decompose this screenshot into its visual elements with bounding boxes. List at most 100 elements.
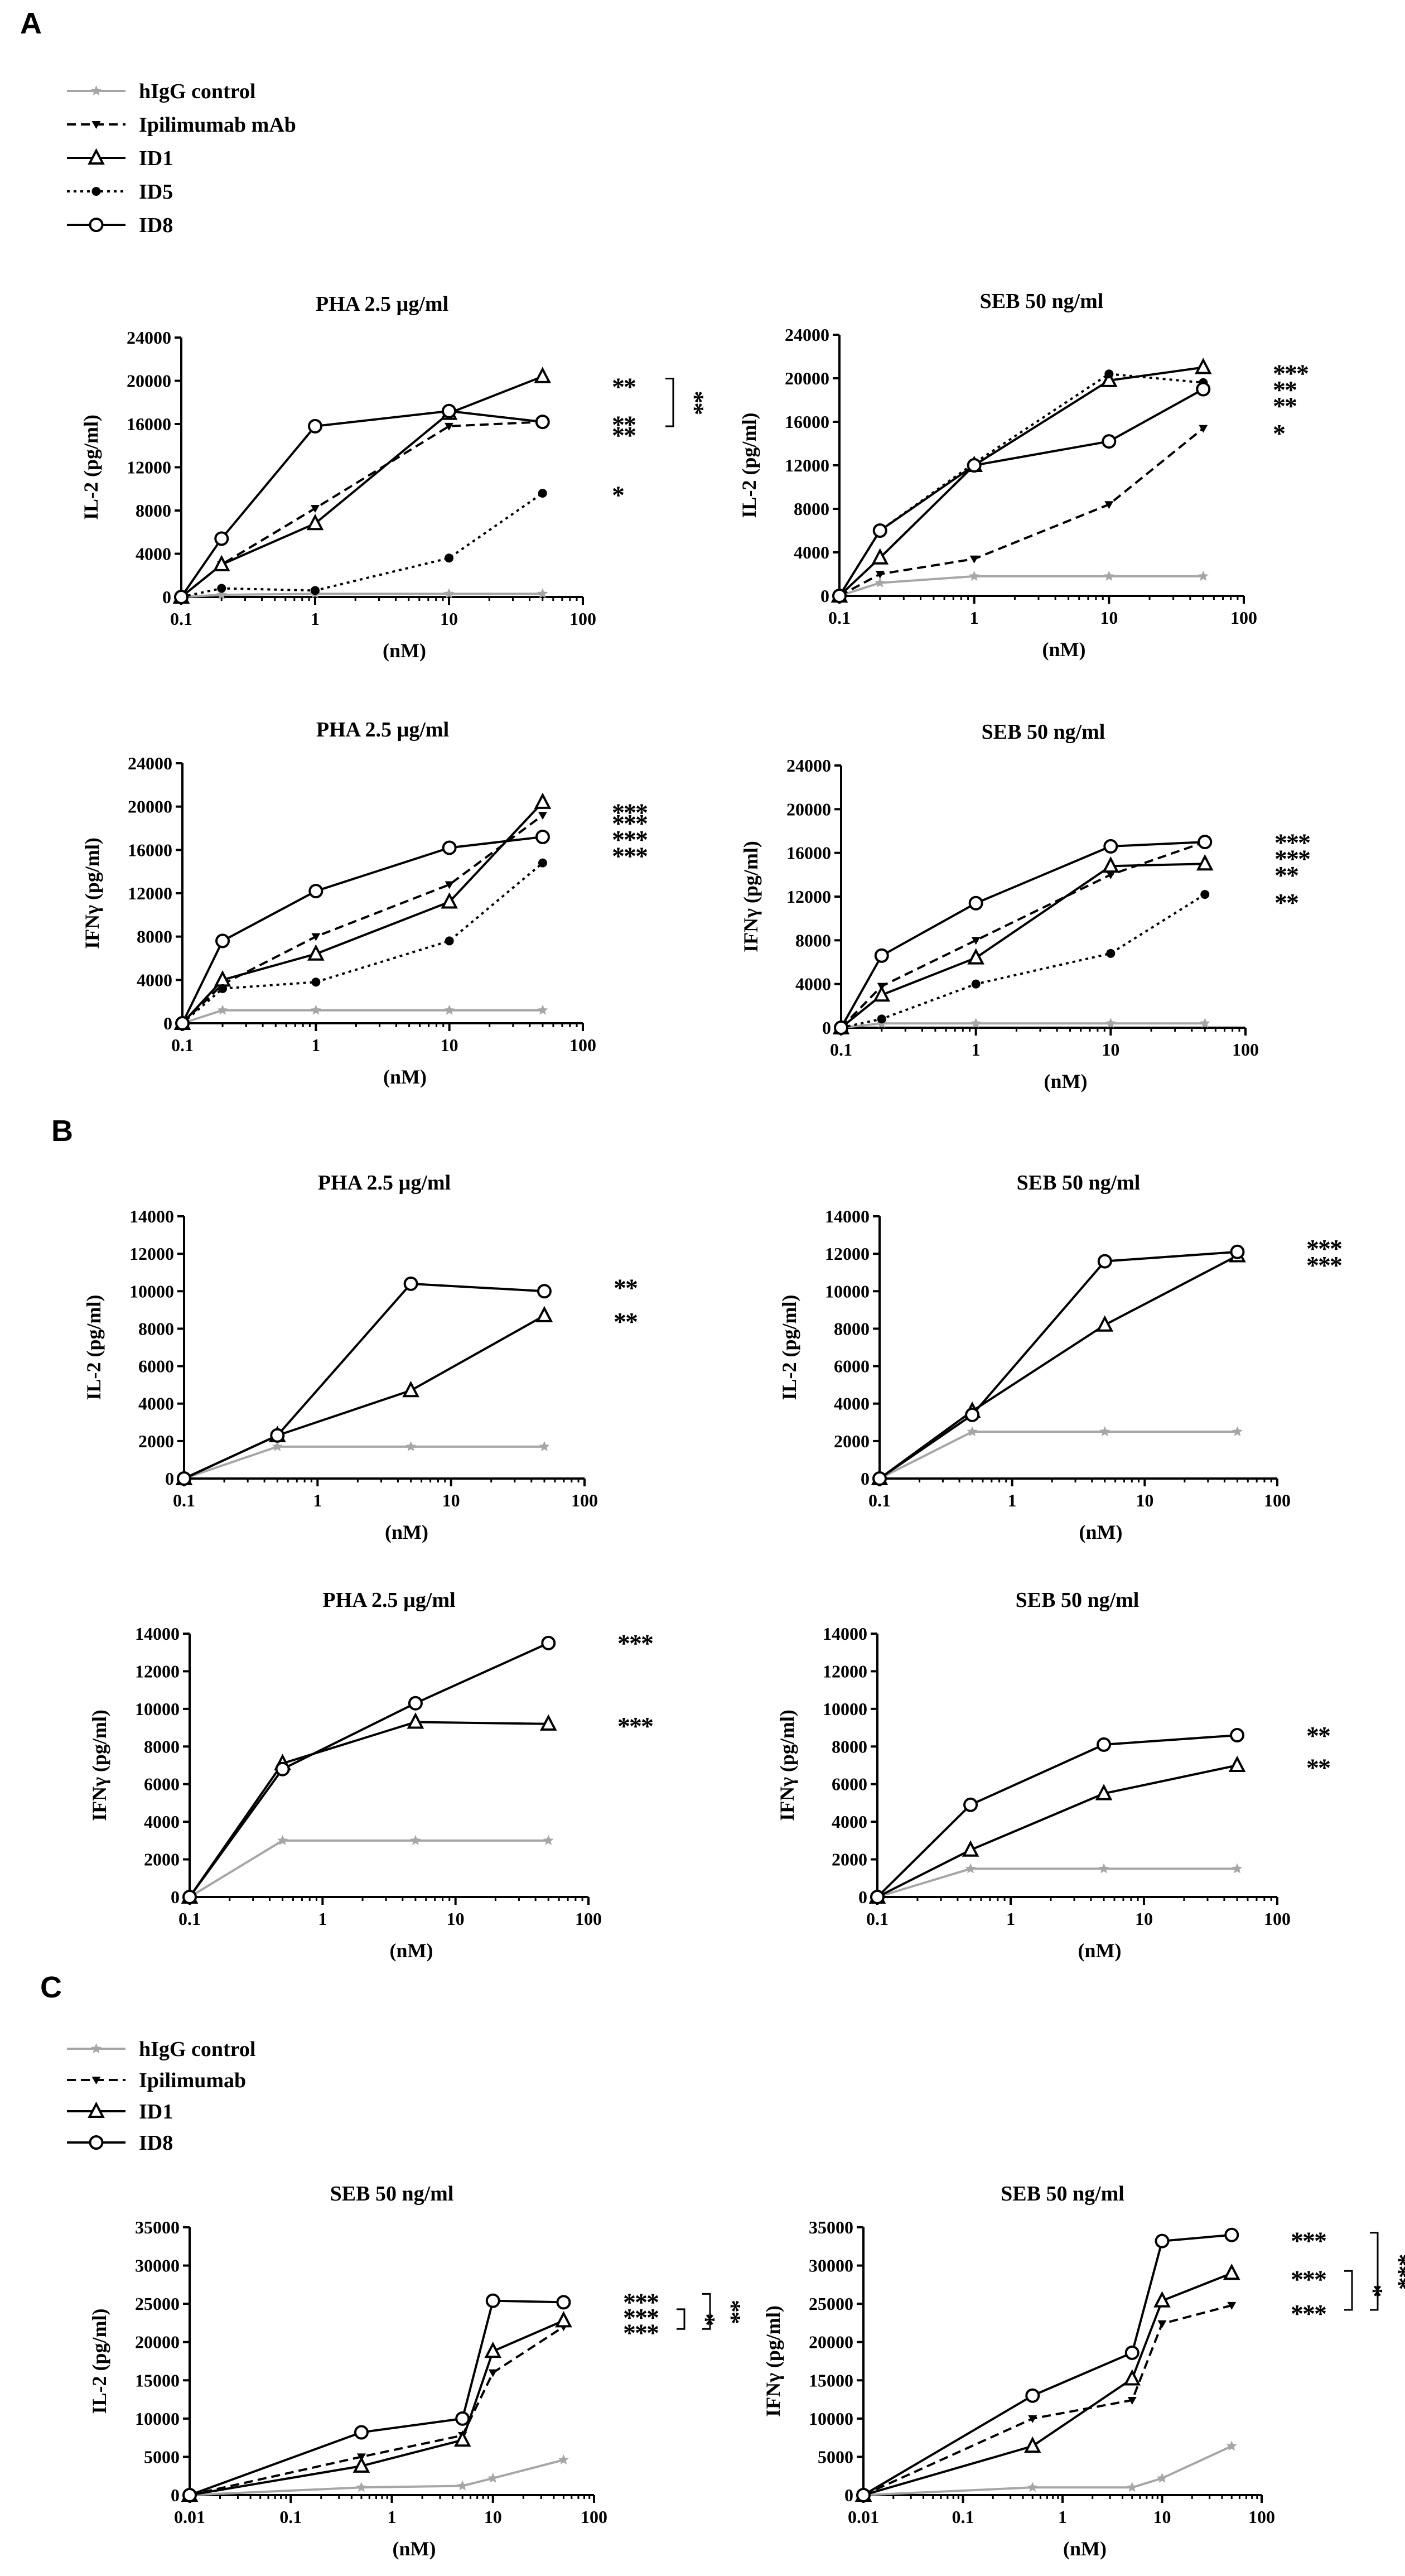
y-tick-label: 30000 (135, 2256, 180, 2276)
y-tick-label: 8000 (794, 499, 829, 519)
y-tick-label: 12000 (127, 458, 171, 478)
x-tick-label: 10 (1153, 2507, 1171, 2527)
legend-panel-c: hIgG control Ipilimumab ID1 ID8 (67, 2038, 255, 2155)
series-line (181, 862, 544, 1024)
chart-b3: PHA 2.5 µg/ml 0 2000 4000 6000 8000 10000 12000… (88, 1588, 654, 1962)
significance-marker: * (692, 2313, 721, 2325)
y-tick-label: 12000 (135, 1661, 180, 1681)
legend-label: Ipilimumab mAb (139, 113, 296, 137)
series-id8 (182, 2293, 571, 2502)
y-tick-label: 8000 (144, 1736, 180, 1756)
significance-marker: *** (1274, 845, 1310, 873)
x-axis-label: (nM) (385, 1521, 428, 1543)
data-point-circle-icon (403, 1276, 418, 1291)
significance-marker: ** (1273, 392, 1297, 420)
data-point-star-icon (1226, 2440, 1237, 2451)
data-point-circle-icon (442, 840, 457, 855)
data-point-tri-down-icon (1227, 2301, 1237, 2310)
series-id1 (871, 1246, 1246, 1485)
y-tick-label: 12000 (128, 883, 172, 903)
y-tick-label: 14000 (825, 1206, 870, 1226)
y-tick-label: 24000 (786, 755, 831, 776)
significance-marker: *** (612, 798, 648, 827)
data-point-star-icon (1103, 570, 1114, 581)
data-point-circle-icon (214, 531, 229, 546)
legend-marker-tri-down-icon (91, 2077, 101, 2084)
series-line (840, 841, 1205, 1029)
data-point-circle-icon (963, 1797, 978, 1812)
significance-bracket (702, 2293, 711, 2330)
y-tick-label: 14000 (823, 1624, 867, 1644)
series-id1 (173, 792, 552, 1030)
legend-label: ID1 (139, 2100, 173, 2124)
significance-bracket (1344, 2270, 1353, 2311)
y-tick-label: 8000 (137, 927, 172, 947)
significance-bracket (665, 378, 674, 427)
data-point-triangle-icon (1223, 2263, 1240, 2280)
y-tick-label: 8000 (136, 500, 171, 521)
y-tick-label: 8000 (138, 1318, 174, 1338)
x-tick-label: 10 (441, 1035, 458, 1055)
panel-label-b: B (51, 1114, 73, 1148)
data-point-tri-down-icon (1028, 2415, 1037, 2423)
data-point-circle-icon (965, 1407, 980, 1422)
data-point-circle-icon (872, 523, 887, 538)
data-point-circle-icon (408, 1696, 423, 1711)
series-higg-control (872, 1863, 1243, 1902)
data-point-circle-icon (874, 948, 889, 963)
legend-item-id1: ID1 (67, 2100, 173, 2124)
data-point-star-icon (537, 1004, 548, 1015)
y-axis-label: IFNγ (pg/ml) (740, 841, 762, 952)
data-point-circle-icon (1230, 1728, 1245, 1743)
data-point-tri-down-icon (1199, 425, 1208, 433)
chart-title: SEB 50 ng/ml (982, 720, 1105, 744)
significance-marker: *** (623, 2318, 659, 2347)
x-tick-label: 100 (1232, 1039, 1259, 1060)
data-point-star-icon (443, 588, 455, 599)
x-axis-label: (nM) (383, 639, 426, 662)
data-point-star-icon (1198, 570, 1209, 581)
x-tick-label: 0.1 (868, 1490, 891, 1510)
series-id8 (856, 2227, 1239, 2502)
data-point-circle-icon (308, 884, 324, 899)
x-tick-label: 10 (1100, 608, 1118, 628)
series-id5 (835, 369, 1208, 600)
chart-title: SEB 50 ng/ml (1016, 1588, 1140, 1612)
legend-marker-star-icon (91, 85, 102, 96)
chart-title: PHA 2.5 µg/ml (316, 718, 449, 741)
y-tick-label: 0 (858, 1887, 867, 1907)
x-tick-label: 100 (1264, 1909, 1291, 1929)
data-point-tri-down-icon (1157, 2320, 1167, 2328)
y-tick-label: 6000 (834, 1356, 870, 1376)
data-point-tri-down-icon (875, 571, 885, 579)
significance-bracket (677, 2308, 685, 2330)
data-point-circle-icon (270, 1428, 285, 1443)
data-point-triangle-icon (534, 792, 552, 809)
series-line (189, 2325, 564, 2496)
data-point-circle-icon (856, 2488, 871, 2502)
legend-label: ID8 (139, 214, 173, 237)
series-line (184, 1445, 544, 1480)
y-axis-label: IL-2 (pg/ml) (738, 413, 760, 518)
y-tick-label: 20000 (135, 2332, 180, 2352)
y-tick-label: 0 (162, 587, 171, 607)
data-point-tri-down-icon (311, 933, 321, 941)
y-tick-label: 14000 (129, 1206, 174, 1226)
y-tick-label: 12000 (823, 1661, 867, 1681)
chart-title: SEB 50 ng/ml (980, 290, 1104, 313)
legend-item-ipilimumab-mab: Ipilimumab mAb (67, 113, 296, 137)
significance-marker: ** (612, 421, 636, 450)
x-axis-label: (nM) (1079, 1521, 1123, 1543)
chart-a2: SEB 50 ng/ml 0 4000 8000 12000 16000 20000 2400… (738, 290, 1310, 661)
y-tick-label: 6000 (138, 1356, 174, 1376)
series-line (189, 2319, 564, 2496)
y-tick-label: 24000 (785, 325, 829, 345)
data-point-dot-icon (311, 586, 320, 595)
significance-marker: ** (612, 373, 636, 401)
data-point-circle-icon (832, 589, 847, 603)
data-point-triangle-icon (962, 1840, 979, 1857)
data-point-star-icon (1027, 2482, 1038, 2492)
data-point-triangle-icon (1123, 2369, 1141, 2386)
data-point-tri-down-icon (1104, 501, 1114, 509)
y-axis-label: IFNγ (pg/ml) (88, 1710, 110, 1821)
